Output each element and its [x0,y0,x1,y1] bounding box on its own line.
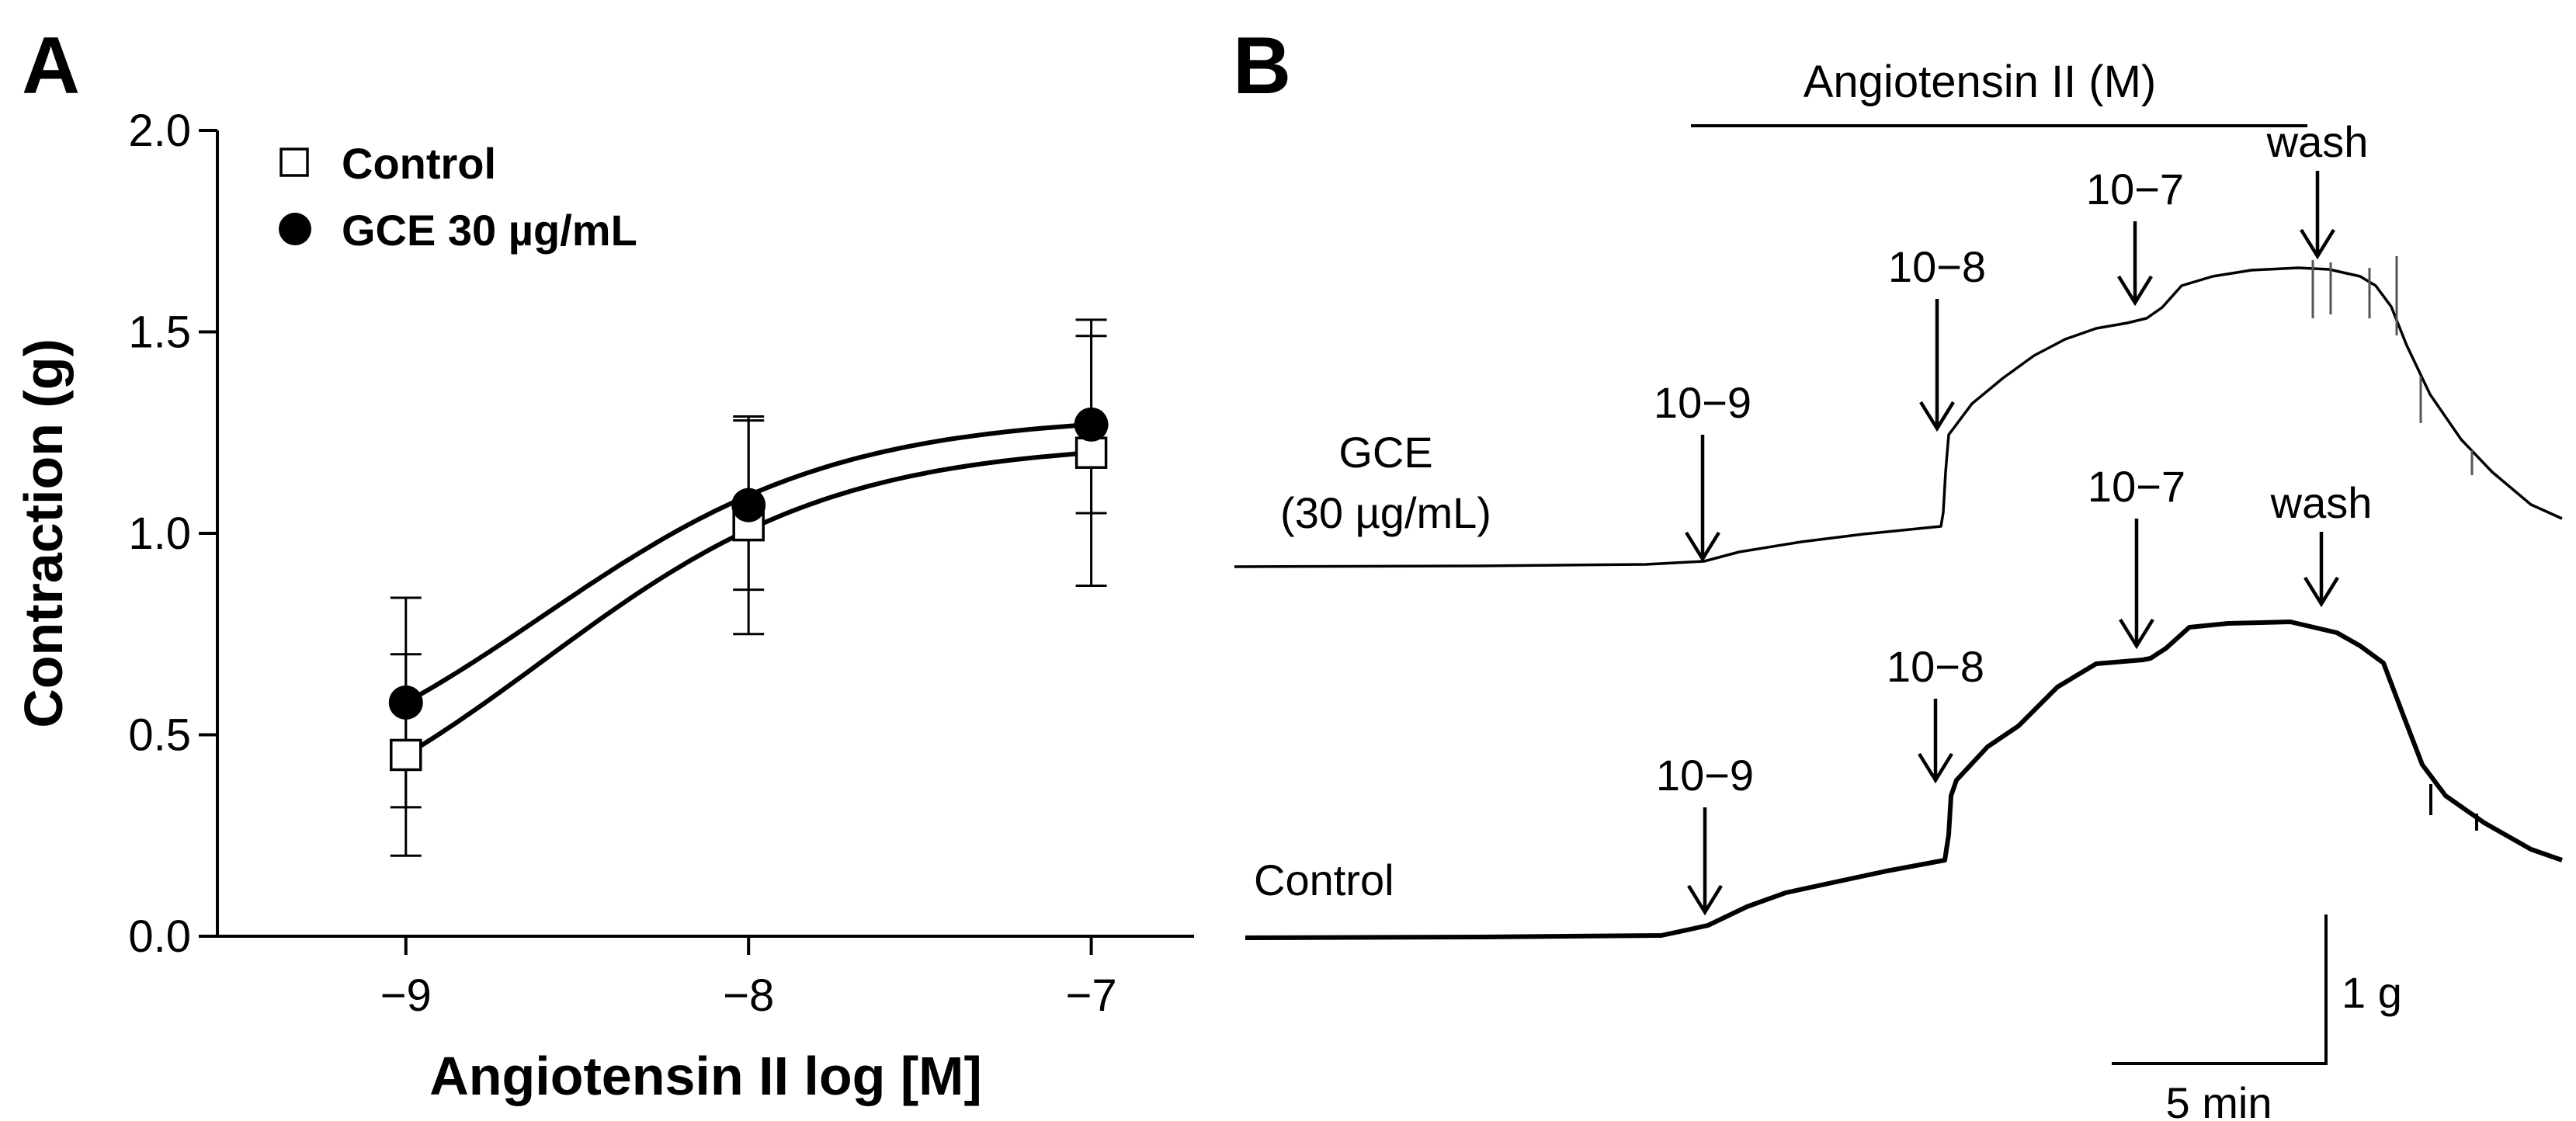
event-arrow [1918,699,1953,784]
scale-bar-time-label: 5 min [2166,1078,2272,1121]
y-ticks: 0.0 0.5 1.0 1.5 2.0 [128,106,217,962]
event-arrow [2300,171,2335,260]
data-point-gce [388,685,423,720]
panel-a-chart: 0.0 0.5 1.0 1.5 2.0 −9 −8 −7 Contraction (g) A… [13,106,1194,1106]
event-arrow [2119,519,2154,650]
trace-label-control: Control [1254,856,1394,904]
event-label: 10−7 [2088,462,2185,511]
event-label: 10−8 [1887,642,1984,691]
legend-control-marker [279,148,309,177]
y-tick-label: 0.0 [128,911,191,962]
y-tick-label: 1.5 [128,307,191,358]
trace-label-gce-dose: (30 µg/mL) [1280,488,1491,537]
event-label: 10−8 [1888,242,1986,291]
legend-control-label: Control [342,139,496,188]
y-tick-label: 0.5 [128,710,191,761]
event-arrow [2117,221,2153,307]
event-label: 10−9 [1654,378,1751,427]
event-markers: 10−9 10−8 10−7 wash 10−9 10−8 10−7 wash [1654,117,2373,916]
y-tick-label: 1.0 [128,508,191,559]
scale-bar-lines [2112,914,2328,1065]
event-label: wash [2270,478,2373,527]
panel-b-label: B [1233,21,1291,111]
event-label: 10−7 [2086,165,2184,213]
event-label: wash [2266,117,2369,166]
event-label: 10−9 [1656,751,1754,800]
scale-bar-force-label: 1 g [2342,968,2402,1017]
data-point-control [1074,436,1108,469]
legend-gce-label: GCE 30 µg/mL [342,206,637,255]
legend: Control GCE 30 µg/mL [279,139,637,255]
trace-label-gce: GCE [1338,428,1432,477]
y-tick-label: 2.0 [128,106,191,156]
event-arrow [2303,532,2339,608]
event-arrow [1687,807,1723,916]
trace-control [1245,620,2563,940]
scale-bar: 5 min 1 g [2112,914,2402,1121]
event-arrow [1919,299,1955,432]
traces [1234,256,2563,940]
x-tick-label: −9 [380,970,432,1021]
x-ticks: −9 −8 −7 [380,936,1117,1021]
x-tick-label: −7 [1066,970,1117,1021]
panel-b-traces: Angiotensin II (M) GCE (30 µg/mL) Contro… [1234,57,2563,1121]
event-arrow [1685,435,1720,563]
data-points [388,407,1109,772]
data-point-gce [1074,407,1109,442]
data-point-gce [731,488,766,522]
panel-a-label: A [22,21,80,111]
y-axis-label: Contraction (g) [13,338,74,728]
trace-gce [1234,266,2563,568]
x-tick-label: −8 [723,970,774,1021]
agonist-bar-title: Angiotensin II (M) [1804,57,2157,107]
error-bars [390,318,1107,857]
x-axis-label: Angiotensin II log [M] [429,1046,982,1106]
data-point-control [390,738,422,772]
legend-gce-marker [279,213,311,245]
